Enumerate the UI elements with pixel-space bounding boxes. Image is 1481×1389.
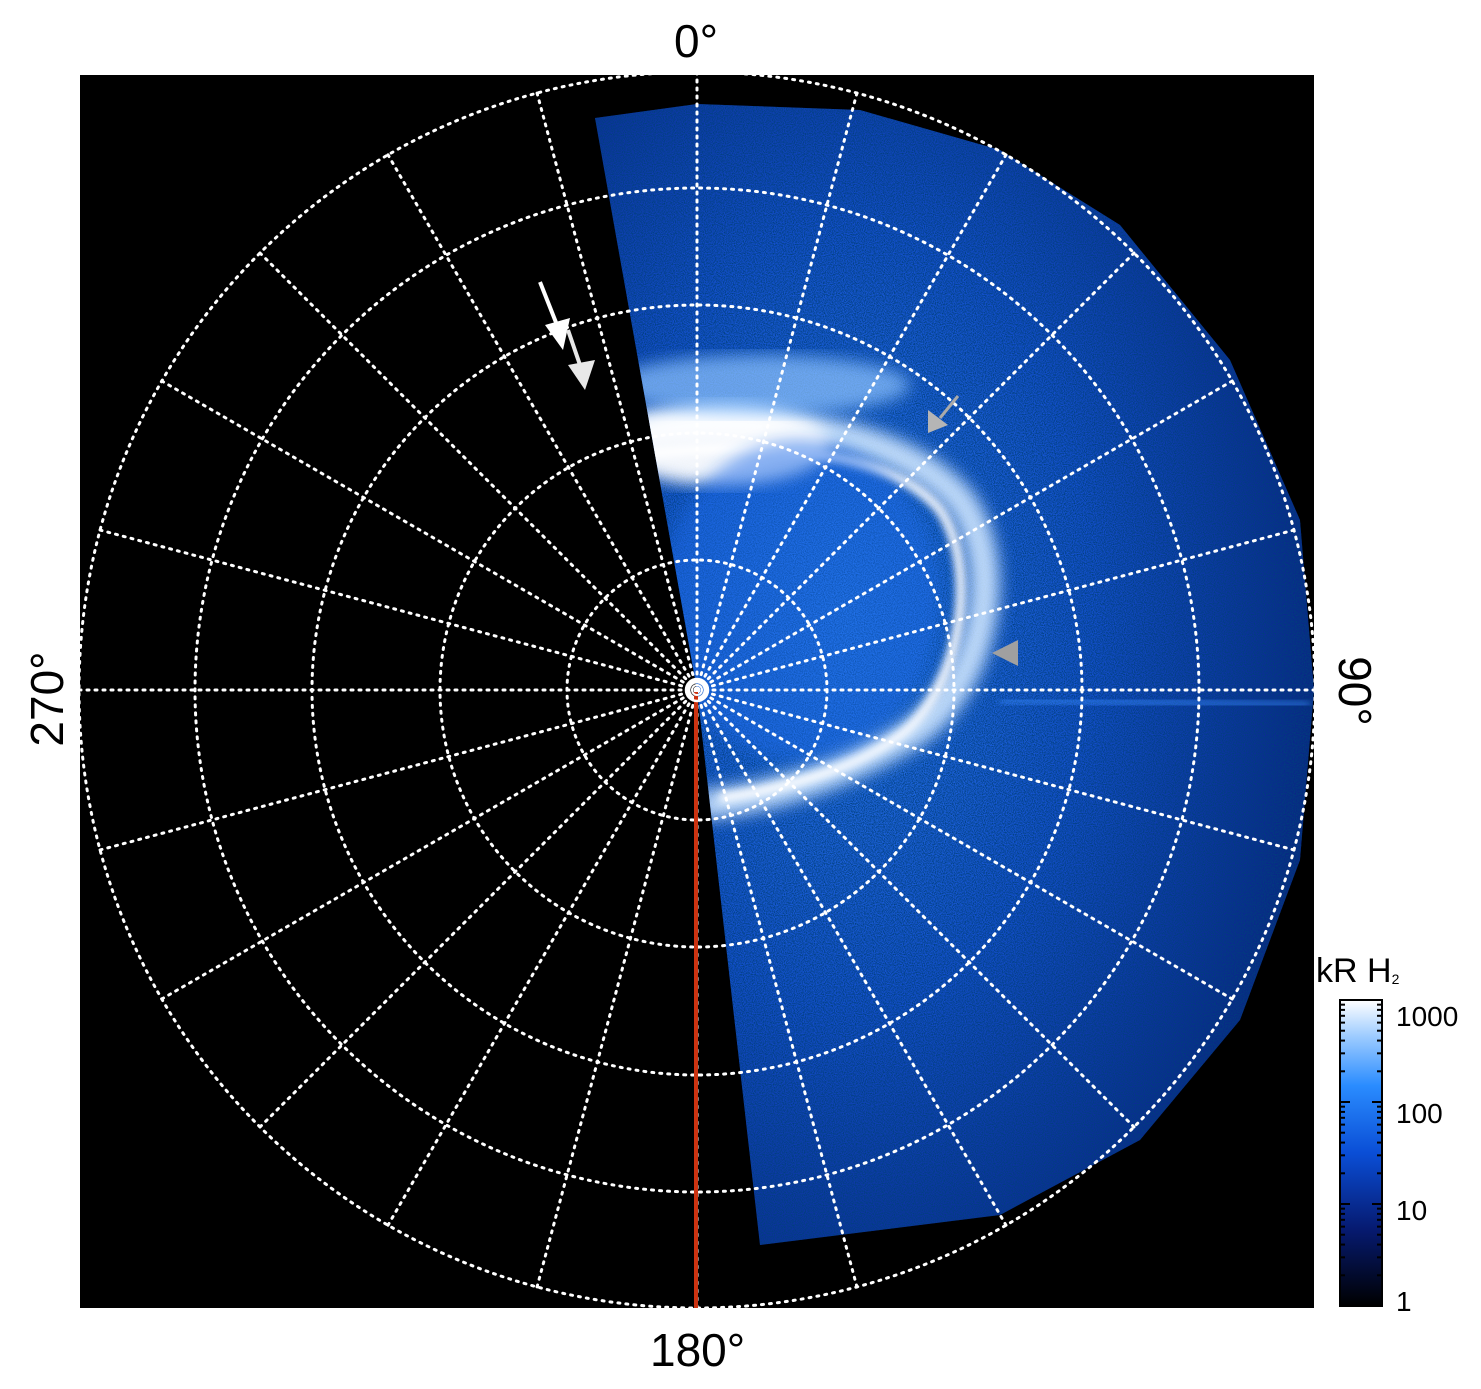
meridian-line-135 <box>695 688 1137 1130</box>
meridian-line-225 <box>257 688 699 1130</box>
colorbar-tick-1000: 1000 <box>1396 1001 1459 1032</box>
azimuth-label-270: 270° <box>21 651 73 747</box>
meridian-line-60 <box>695 378 1236 692</box>
meridian-line-285 <box>96 528 699 692</box>
white-arrow-1 <box>538 281 570 350</box>
meridian-line-75 <box>695 528 1298 692</box>
colorbar-title-subscript: 2 <box>1391 971 1400 987</box>
latitude-circle-4 <box>193 186 1201 1194</box>
azimuth-label-180: 180° <box>650 1324 746 1376</box>
meridian-line-315 <box>257 250 699 692</box>
meridian-line-105 <box>695 688 1298 852</box>
meridian-line-330 <box>385 151 699 692</box>
meridian-line-150 <box>695 688 1009 1229</box>
colorbar-title-main: kR H <box>1316 952 1392 990</box>
meridian-line-120 <box>695 688 1236 1002</box>
colorbar-tick-100: 100 <box>1396 1098 1443 1129</box>
azimuth-label-0: 0° <box>674 15 718 67</box>
meridian-line-240 <box>158 688 699 1002</box>
white-arrow-2 <box>566 329 595 390</box>
meridian-line-300 <box>158 378 699 692</box>
grey-arrowhead-2 <box>992 640 1018 666</box>
colorbar <box>1339 999 1383 1307</box>
meridian-line-255 <box>96 688 699 852</box>
pole-marker <box>684 677 710 703</box>
meridian-line-45 <box>695 250 1137 692</box>
latitude-longitude-grid <box>80 75 1314 1308</box>
meridian-line-15 <box>695 89 859 692</box>
azimuth-label-90: 90° <box>1329 656 1381 726</box>
meridian-line-345 <box>535 89 699 692</box>
meridian-line-165 <box>695 688 859 1291</box>
meridian-line-195 <box>535 688 699 1291</box>
meridian-line-30 <box>695 151 1009 692</box>
grey-arrowhead-1 <box>928 395 960 433</box>
meridian-line-210 <box>385 688 699 1229</box>
colorbar-tick-1: 1 <box>1396 1286 1412 1317</box>
colorbar-title: kR H2 <box>1316 952 1399 991</box>
colorbar-tick-10: 10 <box>1396 1195 1428 1226</box>
